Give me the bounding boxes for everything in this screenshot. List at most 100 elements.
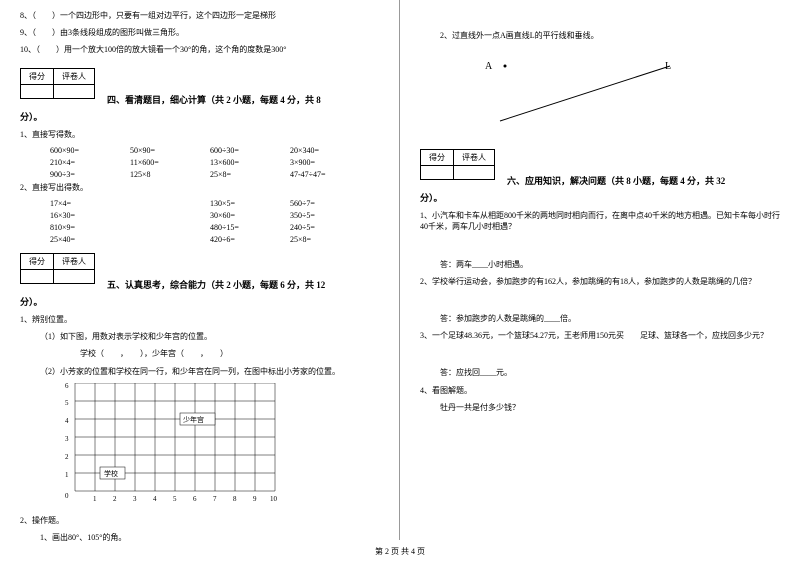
calc-row: 810×9= 480÷15=240÷5= bbox=[20, 223, 379, 232]
x-label: 2 bbox=[113, 495, 117, 503]
app-q4: 4、看图解题。 bbox=[420, 385, 780, 396]
x-label: 1 bbox=[93, 495, 97, 503]
section-5-end: 分）。 bbox=[20, 295, 379, 308]
grader-label: 评卷人 bbox=[454, 150, 495, 166]
line-diagram: A L bbox=[470, 51, 780, 133]
x-label: 4 bbox=[153, 495, 157, 503]
y-label: 2 bbox=[65, 453, 69, 461]
calc-item: 50×90= bbox=[130, 146, 210, 155]
sub-2-label: 2、直接写出得数。 bbox=[20, 182, 379, 193]
calc-row: 17×4= 130×5=560÷7= bbox=[20, 199, 379, 208]
app-q1: 1、小汽车和卡车从相距800千米的两地同时相向而行，在离中点40千米的地方相遇。… bbox=[420, 210, 780, 232]
question-9: 9、（ ）由3条线段组成的图形叫做三角形。 bbox=[20, 27, 379, 38]
sub-5-2-1: 1、画出80°、105°的角。 bbox=[20, 532, 379, 543]
grader-label: 评卷人 bbox=[54, 253, 95, 269]
line-svg: A L bbox=[470, 51, 690, 131]
y-label: 3 bbox=[65, 435, 69, 443]
calc-item: 125×8 bbox=[130, 170, 210, 179]
app-q4b: 牡丹一共是付多少钱？ bbox=[420, 402, 780, 413]
page-container: 8、（ ）一个四边形中，只要有一组对边平行，这个四边形一定是梯形 9、（ ）由3… bbox=[0, 0, 800, 540]
calc-item: 25×8= bbox=[290, 235, 370, 244]
score-cell bbox=[421, 166, 454, 180]
calc-item bbox=[130, 211, 210, 220]
point-a-dot bbox=[504, 65, 507, 68]
calc-row: 25×40= 420÷6=25×8= bbox=[20, 235, 379, 244]
score-box-4: 得分评卷人 bbox=[20, 68, 95, 99]
grid-svg: 6 5 4 3 2 1 0 1 2 3 4 5 6 7 8 9 10 少年宫 bbox=[60, 383, 280, 513]
section-4-end: 分）。 bbox=[20, 110, 379, 123]
score-box-6: 得分评卷人 bbox=[420, 149, 495, 180]
app-a2: 答：参加跑步的人数是跳绳的____倍。 bbox=[420, 313, 780, 324]
calc-item: 350÷5= bbox=[290, 211, 370, 220]
sub-2-2: 2、过直线外一点A画直线L的平行线和垂线。 bbox=[420, 30, 780, 41]
calc-row: 16×30= 30×60=350÷5= bbox=[20, 211, 379, 220]
y-label: 6 bbox=[65, 383, 69, 390]
sub-5-1: 1、辨别位置。 bbox=[20, 314, 379, 325]
sub-5-2: 2、操作题。 bbox=[20, 515, 379, 526]
x-label: 3 bbox=[133, 495, 137, 503]
score-label: 得分 bbox=[21, 68, 54, 84]
score-cell bbox=[21, 84, 54, 98]
app-q2: 2、学校举行运动会，参加跑步的有162人，参加跳绳的有18人，参加跑步的人数是跳… bbox=[420, 276, 780, 287]
sub-5-1-2: （2）小芳家的位置和学校在同一行，和少年宫在同一列，在图中标出小芳家的位置。 bbox=[20, 366, 379, 377]
grader-cell bbox=[54, 269, 95, 283]
x-label: 7 bbox=[213, 495, 217, 503]
calc-item: 25×40= bbox=[50, 235, 130, 244]
x-label: 8 bbox=[233, 495, 237, 503]
section-5-title: 五、认真思考，综合能力（共 2 小题，每题 6 分，共 12 bbox=[107, 280, 325, 290]
question-8: 8、（ ）一个四边形中，只要有一组对边平行，这个四边形一定是梯形 bbox=[20, 10, 379, 21]
calc-item: 420÷6= bbox=[210, 235, 290, 244]
sub-5-1-1b: 学校（ ， ），少年宫（ ， ） bbox=[20, 348, 379, 359]
coordinate-grid: 6 5 4 3 2 1 0 1 2 3 4 5 6 7 8 9 10 少年宫 bbox=[60, 383, 379, 515]
left-column: 8、（ ）一个四边形中，只要有一组对边平行，这个四边形一定是梯形 9、（ ）由3… bbox=[0, 0, 400, 540]
question-10: 10、（ ）用一个放大100倍的放大镜看一个30°的角，这个角的度数是300° bbox=[20, 44, 379, 55]
calc-row: 210×4=11×600=13×600=3×900= bbox=[20, 158, 379, 167]
score-label: 得分 bbox=[421, 150, 454, 166]
x-label: 5 bbox=[173, 495, 177, 503]
app-q3: 3、一个足球48.36元，一个篮球54.27元，王老师用150元买 足球、篮球各… bbox=[420, 330, 780, 341]
calc-item: 600÷30= bbox=[210, 146, 290, 155]
sub-5-1-1: （1）如下图，用数对表示学校和少年宫的位置。 bbox=[20, 331, 379, 342]
right-column: 2、过直线外一点A画直线L的平行线和垂线。 A L 得分评卷人 六、应用知识，解… bbox=[400, 0, 800, 540]
section-6-end: 分）。 bbox=[420, 191, 780, 204]
calc-item: 17×4= bbox=[50, 199, 130, 208]
calc-item: 480÷15= bbox=[210, 223, 290, 232]
y-label: 0 bbox=[65, 492, 69, 500]
calc-item bbox=[130, 223, 210, 232]
app-a3: 答：应找回____元。 bbox=[420, 367, 780, 378]
score-label: 得分 bbox=[21, 253, 54, 269]
calc-item: 210×4= bbox=[50, 158, 130, 167]
grader-cell bbox=[454, 166, 495, 180]
calc-item: 30×60= bbox=[210, 211, 290, 220]
calc-row: 600×90=50×90=600÷30=20×340= bbox=[20, 146, 379, 155]
calc-item: 600×90= bbox=[50, 146, 130, 155]
section-4-title: 四、看清题目，细心计算（共 2 小题，每题 4 分，共 8 bbox=[107, 95, 321, 105]
calc-item: 47-47÷47= bbox=[290, 170, 370, 179]
grader-label: 评卷人 bbox=[54, 68, 95, 84]
calc-item: 900÷3= bbox=[50, 170, 130, 179]
grid-cell-youth: 少年宫 bbox=[183, 415, 204, 424]
y-label: 5 bbox=[65, 399, 69, 407]
y-label: 4 bbox=[65, 417, 69, 425]
calc-item: 25×8= bbox=[210, 170, 290, 179]
app-a1: 答：两车____小时相遇。 bbox=[420, 259, 780, 270]
calc-item: 11×600= bbox=[130, 158, 210, 167]
calc-item: 20×340= bbox=[290, 146, 370, 155]
calc-item: 240÷5= bbox=[290, 223, 370, 232]
calc-item bbox=[130, 199, 210, 208]
line-l bbox=[500, 66, 670, 121]
grid-cell-school: 学校 bbox=[104, 469, 118, 478]
score-box-5: 得分评卷人 bbox=[20, 253, 95, 284]
x-label: 10 bbox=[270, 495, 278, 503]
grader-cell bbox=[54, 84, 95, 98]
calc-item: 16×30= bbox=[50, 211, 130, 220]
calc-item: 810×9= bbox=[50, 223, 130, 232]
x-label: 6 bbox=[193, 495, 197, 503]
y-label: 1 bbox=[65, 471, 69, 479]
calc-item: 130×5= bbox=[210, 199, 290, 208]
calc-row: 900÷3=125×825×8=47-47÷47= bbox=[20, 170, 379, 179]
calc-item: 560÷7= bbox=[290, 199, 370, 208]
calc-item: 3×900= bbox=[290, 158, 370, 167]
section-6-title: 六、应用知识，解决问题（共 8 小题，每题 4 分，共 32 bbox=[507, 176, 725, 186]
page-footer: 第 2 页 共 4 页 bbox=[0, 546, 800, 557]
